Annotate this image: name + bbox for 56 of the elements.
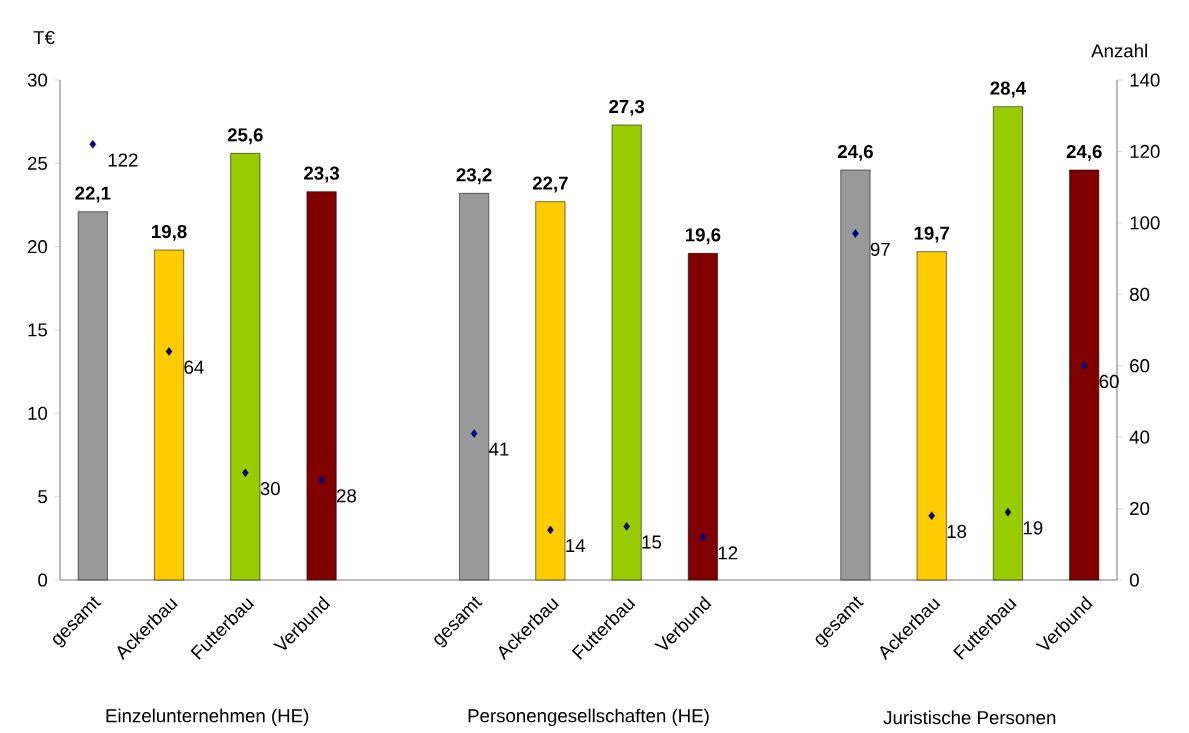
point (699, 532, 707, 542)
text: Juristische Personen (883, 710, 1056, 725)
y-axis-title: T€ (33, 30, 55, 45)
y-tick-label: 30 (27, 73, 48, 87)
data-label: 27,3 (609, 99, 645, 116)
y-tick-label: 10 (28, 406, 48, 420)
y-tick-label: 0 (38, 573, 48, 587)
data-label: 23,2 (456, 168, 492, 185)
data-label: 122 (108, 153, 138, 167)
text: Personengesellschaften (HE) (468, 708, 709, 727)
data-label: 19,8 (152, 224, 187, 241)
data-label: 28 (337, 489, 357, 503)
y-tick-label: 25 (28, 156, 48, 170)
y-tick-label: 5 (38, 490, 48, 504)
point (852, 229, 859, 238)
data-label: 19,6 (685, 228, 721, 245)
y2-tick-label: 40 (1129, 430, 1150, 444)
data-label: 14 (566, 539, 586, 552)
data-label: 97 (870, 242, 890, 256)
data-label: 22,7 (532, 176, 568, 193)
point (928, 511, 935, 520)
data-label: 60 (1099, 374, 1119, 389)
data-label: 19 (1023, 521, 1043, 535)
data-label: 24,6 (1066, 144, 1102, 161)
data-label: 18 (947, 524, 967, 539)
point (1080, 361, 1088, 370)
data-label: 15 (642, 535, 662, 549)
y2-tick-label: 20 (1130, 501, 1150, 516)
data-label: 24,6 (837, 144, 873, 161)
data-label: 64 (184, 360, 204, 374)
point (89, 140, 97, 149)
data-label: 41 (489, 442, 509, 456)
y2-tick-label: 0 (1129, 573, 1139, 587)
y2-tick-label: 80 (1130, 287, 1150, 301)
data-label: 28,4 (990, 81, 1027, 98)
text: Einzelunternehmen (HE) (106, 708, 309, 727)
data-label: 25,6 (227, 128, 263, 145)
y2-tick-label: 140 (1130, 73, 1160, 87)
y2-tick-label: 60 (1130, 359, 1150, 373)
y2-tick-label: 120 (1130, 144, 1160, 159)
y2-tick-label: 100 (1130, 216, 1160, 230)
y2-axis-title: Anzahl (1091, 43, 1147, 58)
point (318, 475, 325, 485)
data-label: 30 (260, 482, 280, 496)
y-tick-label: 15 (28, 323, 48, 337)
point (242, 468, 249, 478)
point (547, 525, 554, 535)
data-label: 23,3 (304, 166, 340, 183)
point (1004, 507, 1012, 517)
data-label: 19,7 (914, 226, 950, 243)
point (165, 347, 173, 356)
data-label: 12 (718, 546, 738, 560)
data-label: 22,1 (75, 186, 111, 203)
y-tick-label: 20 (28, 240, 48, 254)
point (623, 522, 630, 531)
point (470, 429, 478, 438)
